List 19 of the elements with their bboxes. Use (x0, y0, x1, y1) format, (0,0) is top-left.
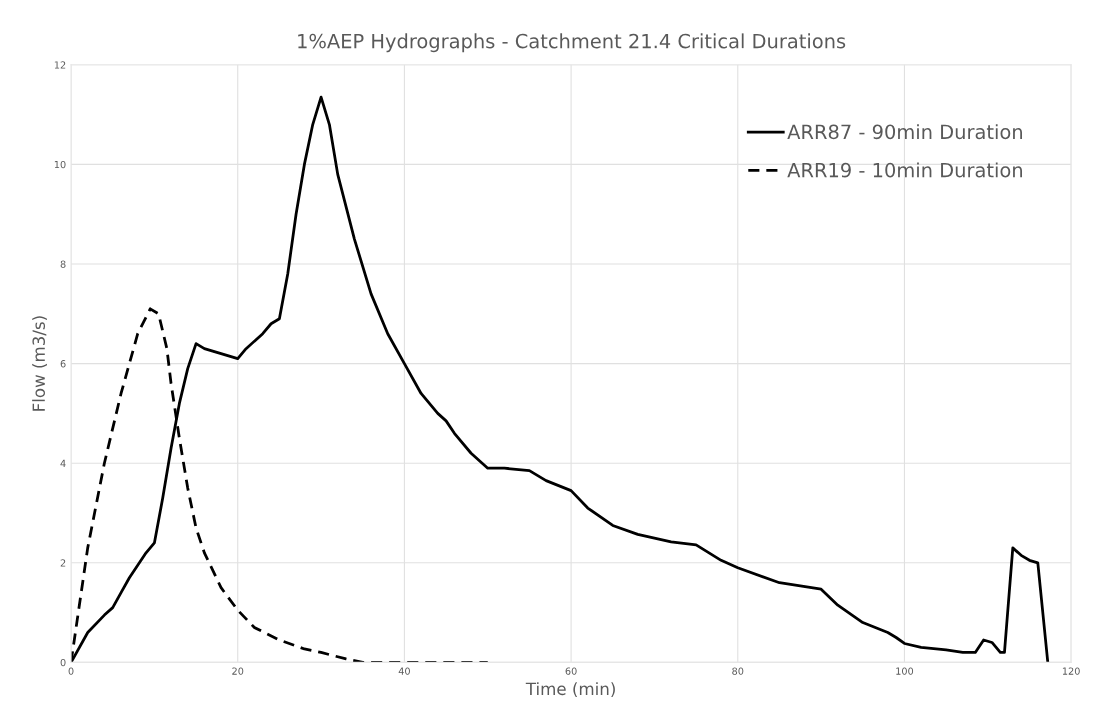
y-tick-label: 2 (60, 559, 66, 567)
x-tick-label: 40 (398, 667, 410, 675)
y-tick-label: 10 (54, 160, 66, 169)
y-tick-label: 0 (60, 658, 66, 667)
y-tick-label: 6 (60, 360, 66, 368)
x-tick-label: 80 (732, 667, 744, 675)
chart-title: 1%AEP Hydrographs - Catchment 21.4 Critical Durations (298, 33, 846, 53)
y-tick-label: 12 (54, 61, 66, 69)
legend-label: ARR87 - 90min Duration (787, 124, 1022, 140)
x-tick-label: 20 (232, 667, 244, 675)
y-tick-label: 4 (60, 459, 66, 467)
y-tick-label: 8 (60, 260, 66, 268)
y-axis-title: Flow (m3/s) (32, 316, 47, 411)
x-tick-label: 60 (565, 667, 577, 675)
x-tick-label: 120 (1062, 667, 1080, 675)
legend-label: ARR19 - 10min Duration (787, 162, 1022, 178)
x-axis-title: Time (min) (525, 682, 615, 698)
x-tick-label: 0 (68, 667, 74, 675)
x-tick-label: 100 (896, 667, 914, 675)
